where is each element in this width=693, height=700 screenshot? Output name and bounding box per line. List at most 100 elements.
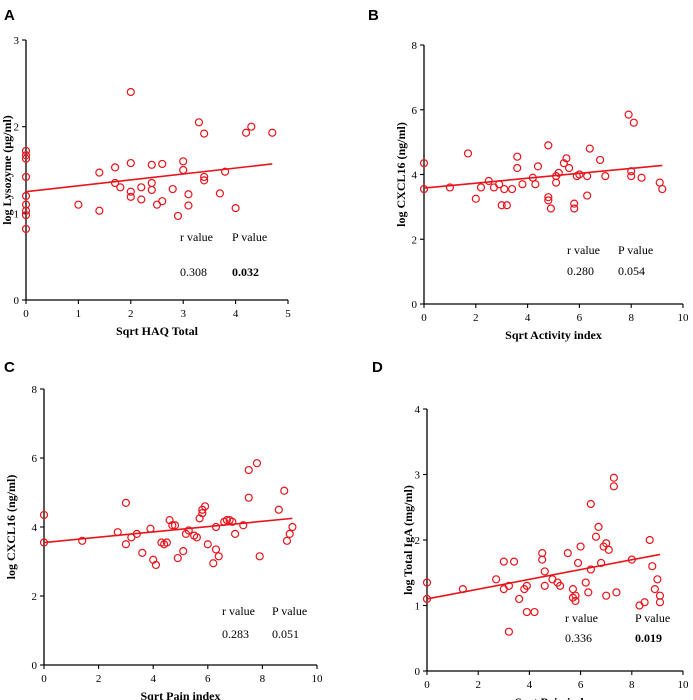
data-point-a	[126, 158, 135, 168]
y-tick-label-b: 4	[412, 170, 418, 182]
data-point-a	[21, 206, 31, 215]
data-point-d	[571, 596, 580, 606]
data-point-c	[282, 536, 292, 545]
y-tick-label-c: 4	[32, 522, 38, 534]
x-tick-label-a: 4	[233, 308, 239, 320]
x-tick-label-d: 2	[475, 679, 481, 691]
panel-a: A 0 1 2 3 0 1 2 3 4 5 Sqrt HAQ Total log Lysozyme (µ…	[0, 7, 291, 338]
p-value-header-b: P value	[618, 243, 653, 257]
y-axis-label-b: log CXCL16 (ng/ml)	[394, 122, 408, 227]
data-point-a	[21, 191, 31, 201]
data-point-d	[586, 565, 595, 574]
data-point-c	[244, 493, 253, 502]
data-point-c	[192, 533, 201, 542]
data-point-b	[533, 162, 543, 171]
r-value-a: 0.308	[180, 265, 207, 279]
x-tick-label-b: 0	[421, 312, 427, 324]
data-point-c	[244, 465, 253, 475]
r-value-b: 0.280	[567, 264, 594, 278]
data-point-c	[184, 526, 193, 535]
data-point-b	[624, 110, 633, 119]
data-point-b	[531, 180, 540, 189]
data-point-d	[653, 575, 662, 584]
panel-letter-d: D	[372, 359, 383, 376]
data-point-c	[209, 559, 218, 568]
data-point-c	[170, 521, 180, 530]
panel-b: B 0 2 4 6 8 0 2 4 6 8 10 Sqrt Activity index log CXCL…	[368, 7, 689, 342]
data-point-b	[627, 172, 636, 181]
data-point-a	[184, 190, 193, 199]
data-point-d	[492, 575, 501, 584]
data-point-a	[116, 183, 125, 192]
panel-c: C 0 2 4 6 8 0 2 4 6 8 10 Sqrt Pain index log CXCL16 (…	[4, 359, 323, 700]
y-tick-label-b: 2	[412, 234, 418, 246]
data-point-d	[556, 581, 565, 590]
data-point-c	[200, 502, 210, 511]
data-point-d	[584, 588, 593, 597]
data-point-b	[497, 201, 506, 210]
x-tick-label-b: 10	[678, 312, 690, 324]
y-tick-label-d: 2	[415, 535, 421, 547]
x-tick-label-b: 6	[577, 312, 583, 324]
data-point-b	[419, 159, 429, 168]
data-point-b	[476, 183, 486, 192]
r-value-d: 0.336	[565, 631, 592, 645]
data-point-c	[173, 553, 182, 563]
data-point-c	[151, 560, 161, 570]
data-point-d	[515, 594, 524, 604]
data-point-d	[422, 594, 432, 604]
data-point-b	[570, 204, 579, 213]
data-point-d	[573, 558, 583, 568]
y-tick-label-b: 6	[412, 105, 418, 117]
data-point-b	[601, 172, 610, 181]
data-point-d	[612, 588, 621, 597]
data-point-b	[495, 180, 504, 189]
data-point-b	[507, 184, 517, 194]
data-point-a	[179, 157, 188, 166]
y-tick-label-d: 0	[415, 666, 421, 678]
data-point-c	[239, 521, 248, 530]
p-value-header-a: P value	[232, 230, 267, 244]
y-axis-label-a: log Lysozyme (µg/ml)	[0, 115, 14, 225]
data-point-a	[215, 189, 224, 198]
data-point-d	[499, 557, 508, 566]
data-point-a	[21, 224, 31, 234]
y-tick-label-a: 1	[14, 208, 20, 220]
p-value-d: 0.019	[635, 631, 662, 645]
data-point-d	[540, 567, 549, 576]
x-tick-label-b: 4	[525, 312, 531, 324]
data-point-d	[563, 548, 572, 558]
data-point-a	[200, 129, 209, 138]
y-tick-label-d: 3	[415, 470, 421, 482]
data-point-b	[544, 141, 553, 150]
data-point-d	[538, 548, 547, 558]
data-point-a	[200, 176, 209, 185]
p-value-b: 0.054	[618, 264, 645, 278]
data-point-d	[522, 581, 531, 590]
data-point-d	[422, 578, 432, 587]
data-point-d	[604, 545, 613, 554]
data-point-d	[509, 557, 519, 566]
data-point-d	[571, 591, 580, 600]
data-point-c	[214, 552, 223, 561]
data-point-b	[489, 183, 499, 192]
p-value-c: 0.051	[272, 627, 299, 641]
x-tick-label-c: 10	[312, 673, 324, 685]
x-tick-label-a: 3	[180, 308, 186, 320]
data-point-c	[280, 486, 289, 495]
data-point-b	[658, 184, 667, 194]
data-point-b	[559, 159, 568, 168]
data-point-d	[627, 555, 636, 564]
data-point-a	[147, 160, 156, 169]
data-point-a	[147, 178, 156, 188]
data-point-c	[78, 536, 87, 545]
data-point-c	[168, 521, 177, 530]
data-point-b	[629, 118, 638, 127]
data-point-b	[596, 155, 605, 165]
data-point-d	[586, 499, 595, 509]
data-point-a	[247, 122, 256, 131]
data-point-b	[500, 184, 509, 194]
data-point-d	[458, 585, 467, 594]
data-point-d	[540, 581, 549, 590]
data-point-b	[575, 170, 584, 179]
